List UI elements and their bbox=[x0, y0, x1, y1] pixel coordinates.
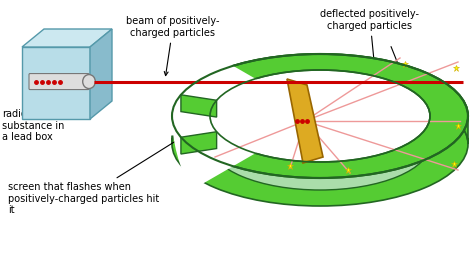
Polygon shape bbox=[22, 29, 112, 47]
Polygon shape bbox=[172, 54, 468, 144]
Ellipse shape bbox=[172, 54, 468, 178]
Ellipse shape bbox=[172, 82, 468, 206]
Polygon shape bbox=[181, 132, 217, 154]
Polygon shape bbox=[181, 95, 217, 117]
Text: radioactive
substance in
a lead box: radioactive substance in a lead box bbox=[2, 109, 64, 142]
Wedge shape bbox=[172, 42, 320, 190]
Polygon shape bbox=[22, 47, 90, 119]
Polygon shape bbox=[90, 29, 112, 119]
Text: deflected positively-
charged particles: deflected positively- charged particles bbox=[320, 9, 419, 67]
Ellipse shape bbox=[210, 98, 430, 190]
Text: beam of positively-
charged particles: beam of positively- charged particles bbox=[126, 16, 220, 76]
Polygon shape bbox=[167, 96, 215, 136]
Polygon shape bbox=[287, 79, 323, 163]
FancyBboxPatch shape bbox=[29, 74, 89, 89]
Text: screen that flashes when
positively-charged particles hit
it: screen that flashes when positively-char… bbox=[8, 136, 183, 215]
Text: gold
foil: gold foil bbox=[243, 119, 294, 164]
Ellipse shape bbox=[82, 74, 95, 88]
Ellipse shape bbox=[210, 70, 430, 162]
